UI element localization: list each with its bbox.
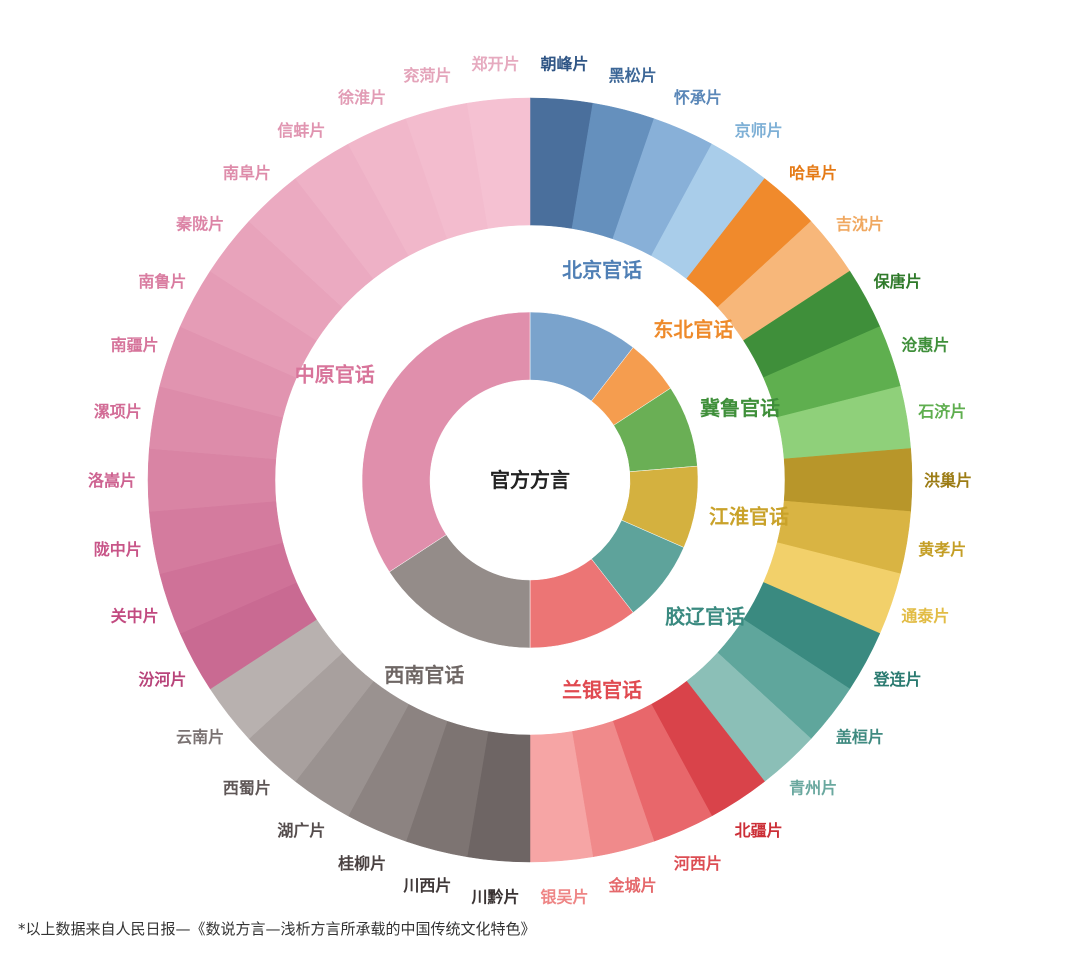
inner-label: 江淮官话 <box>709 505 789 529</box>
outer-label: 徐淮片 <box>337 88 386 107</box>
inner-label: 冀鲁官话 <box>700 396 780 420</box>
outer-segment <box>783 448 913 512</box>
inner-label: 西南官话 <box>384 663 464 687</box>
outer-label: 哈阜片 <box>789 163 837 182</box>
outer-label: 南疆片 <box>111 335 159 354</box>
outer-label: 秦陇片 <box>175 214 224 233</box>
outer-label: 黑松片 <box>609 66 657 85</box>
outer-label: 通泰片 <box>901 607 949 626</box>
outer-segment <box>147 448 277 512</box>
outer-label: 关中片 <box>111 607 159 626</box>
outer-label: 云南片 <box>176 728 224 747</box>
inner-segment <box>361 311 531 573</box>
outer-label: 郑开片 <box>471 54 519 73</box>
outer-label: 京师片 <box>735 121 783 140</box>
outer-label: 金城片 <box>608 876 657 895</box>
inner-label: 北京官话 <box>562 258 642 282</box>
outer-label: 信蚌片 <box>277 121 325 140</box>
outer-label: 保唐片 <box>873 272 922 291</box>
outer-label: 怀承片 <box>674 88 722 107</box>
outer-label: 川黔片 <box>470 888 519 907</box>
outer-label: 银吴片 <box>541 888 589 907</box>
outer-label: 盖桓片 <box>836 728 884 747</box>
outer-ring <box>147 97 913 863</box>
outer-label: 洪巢片 <box>924 471 972 490</box>
outer-label: 南阜片 <box>223 163 271 182</box>
outer-label: 桂柳片 <box>337 854 386 873</box>
source-footnote: *以上数据来自人民日报—《数说方言—浅析方言所承载的中国传统文化特色》 <box>18 920 536 938</box>
inner-label: 中原官话 <box>295 362 375 386</box>
outer-label: 登连片 <box>873 670 922 689</box>
inner-label: 兰银官话 <box>562 678 642 702</box>
outer-label: 吉沈片 <box>836 214 884 233</box>
outer-label: 沧惠片 <box>901 335 949 354</box>
inner-ring <box>361 311 699 649</box>
outer-label: 朝峰片 <box>541 54 589 73</box>
outer-label: 湖广片 <box>277 821 325 840</box>
outer-label: 兖菏片 <box>403 66 451 85</box>
outer-label: 洛嵩片 <box>88 471 136 490</box>
inner-label: 东北官话 <box>653 318 733 342</box>
inner-label: 胶辽官话 <box>665 604 745 628</box>
outer-label: 陇中片 <box>94 540 142 559</box>
outer-label: 汾河片 <box>138 670 186 689</box>
outer-label: 青州片 <box>789 779 837 798</box>
outer-label: 川西片 <box>402 876 451 895</box>
outer-label: 石济片 <box>917 402 966 421</box>
center-label: 官方方言 <box>490 468 570 492</box>
outer-label: 河西片 <box>674 854 722 873</box>
outer-label: 黄孝片 <box>918 540 966 559</box>
outer-label: 西蜀片 <box>223 779 271 798</box>
outer-label: 南鲁片 <box>138 272 186 291</box>
outer-label: 北疆片 <box>735 821 783 840</box>
outer-label: 漯项片 <box>94 402 142 421</box>
outer-segment <box>466 97 531 229</box>
